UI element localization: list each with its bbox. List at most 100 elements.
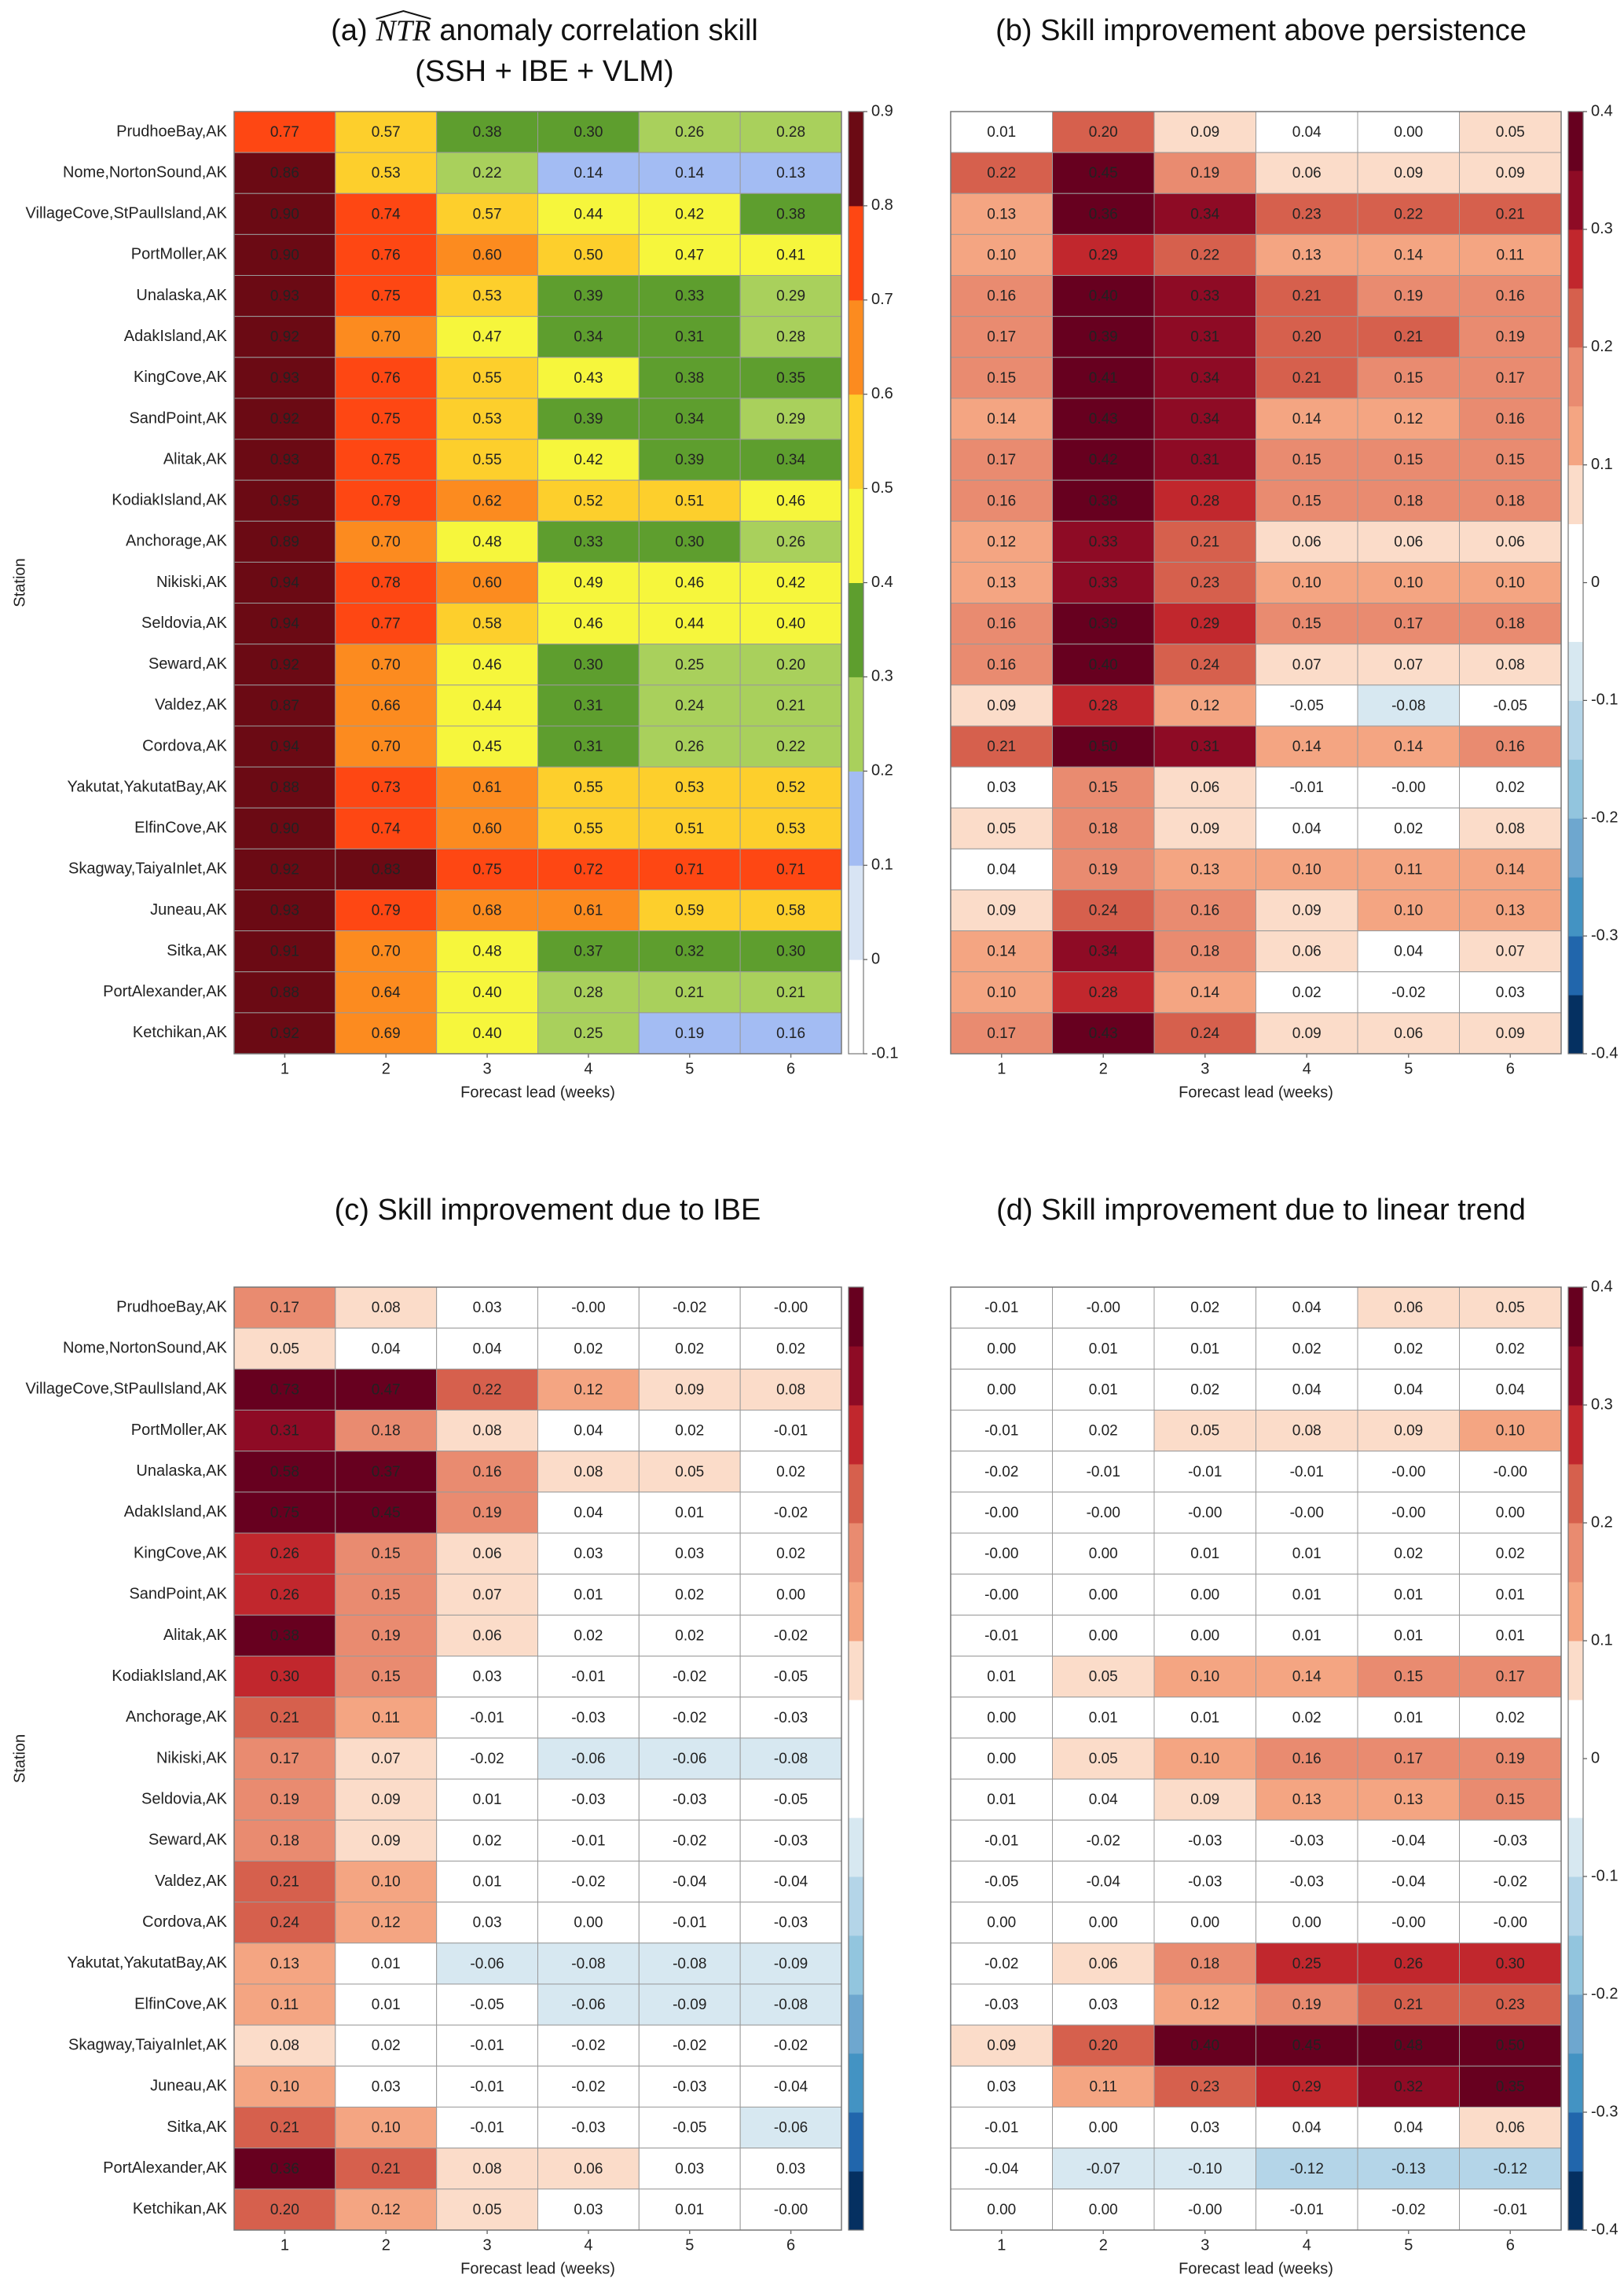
y-tick-label: Ketchikan,AK [133, 1024, 228, 1041]
cell-value-label: 0.10 [1496, 575, 1525, 592]
cell-value-label: 0.02 [372, 2038, 401, 2054]
cell-value-label: 0.33 [574, 534, 603, 550]
heatmap-cell [950, 2024, 1053, 2067]
y-tick-label: Unalaska,AK [136, 287, 227, 304]
cell-value-label: 0.24 [1089, 903, 1118, 919]
cell-value-label: 0.02 [1496, 1710, 1525, 1726]
heatmap-cell [739, 1983, 842, 2026]
cell-value-label: 0.92 [270, 1025, 299, 1042]
cell-value-label: 0.03 [574, 2202, 603, 2218]
cell-value-label: 0.02 [574, 1341, 603, 1357]
x-tick-label: 2 [382, 1060, 390, 1077]
cell-value-label: 0.39 [1089, 329, 1118, 346]
heatmap-cell [537, 1942, 640, 1985]
heatmap-cell [537, 1656, 640, 1698]
cell-value-label: 0.12 [574, 1381, 603, 1398]
chart-subtitle: (SSH + IBE + VLM) [415, 55, 673, 88]
heatmap-cell [638, 848, 741, 890]
colorbar-segment [1568, 641, 1583, 701]
heatmap-cell [537, 1819, 640, 1862]
heatmap-cell [739, 848, 842, 890]
y-tick-label: SandPoint,AK [129, 1586, 227, 1603]
cell-value-label: 0.70 [372, 944, 401, 960]
heatmap-cell [436, 561, 539, 604]
heatmap-cell [1052, 2024, 1155, 2067]
heatmap-cell [436, 725, 539, 768]
cell-value-label: -0.12 [1290, 2161, 1324, 2177]
y-tick-label: Alitak,AK [163, 450, 228, 468]
heatmap-cell [335, 152, 438, 194]
heatmap-cell [335, 1532, 438, 1575]
cell-value-label: 0.26 [776, 534, 805, 550]
heatmap-cell [638, 1697, 741, 1739]
heatmap-cell [739, 1778, 842, 1821]
heatmap-cell [436, 2065, 539, 2107]
heatmap-cell [1459, 1614, 1562, 1657]
cell-value-label: 0.22 [473, 165, 502, 182]
cell-value-label: 0.88 [270, 985, 299, 1001]
cell-value-label: -0.13 [1391, 2161, 1425, 2177]
heatmap-cell [1052, 1410, 1155, 1452]
cell-value-label: 0.47 [473, 329, 502, 346]
heatmap-cell [335, 2106, 438, 2149]
cell-value-label: 0.40 [473, 1025, 502, 1042]
colorbar-tick-label: -0.1 [1591, 691, 1618, 709]
heatmap-cell [1256, 1902, 1358, 1944]
cell-value-label: -0.06 [571, 1997, 605, 2013]
heatmap-cell [638, 275, 741, 317]
cell-value-label: 0.03 [1496, 985, 1525, 1001]
cell-value-label: 0.34 [675, 411, 704, 427]
cell-value-label: 0.37 [574, 944, 603, 960]
cell-value-label: 0.14 [574, 165, 603, 182]
cell-value-label: 0.34 [574, 329, 603, 346]
colorbar-segment [849, 2171, 863, 2231]
heatmap-cell [335, 1573, 438, 1616]
colorbar-segment [1568, 759, 1583, 819]
heatmap-cell [1357, 725, 1460, 768]
cell-value-label: 0.94 [270, 739, 299, 755]
cell-value-label: 0.18 [1190, 1956, 1219, 1972]
heatmap-cell [335, 766, 438, 809]
cell-value-label: 0.12 [372, 2202, 401, 2218]
heatmap-cell [233, 1737, 336, 1780]
cell-value-label: 0.09 [987, 698, 1016, 714]
cell-value-label: 0.09 [1190, 124, 1219, 141]
heatmap-cell [233, 603, 336, 645]
heatmap-cell [1153, 2106, 1256, 2149]
cell-value-label: 0.04 [574, 1423, 603, 1440]
heatmap-cell [537, 1778, 640, 1821]
heatmap-cell [335, 2024, 438, 2067]
heatmap-cell [537, 807, 640, 849]
cell-value-label: 0.73 [270, 1381, 299, 1398]
y-tick-label: KingCove,AK [134, 1544, 228, 1561]
colorbar-segment [1568, 1935, 1583, 1995]
cell-value-label: 0.90 [270, 206, 299, 222]
cell-value-label: 0.02 [1292, 1341, 1322, 1357]
cell-value-label: 0.00 [1190, 1587, 1219, 1603]
cell-value-label: 0.05 [473, 2202, 502, 2218]
cell-value-label: 0.16 [473, 1464, 502, 1480]
cell-value-label: -0.02 [673, 1710, 706, 1726]
heatmap-cell [739, 1368, 842, 1411]
heatmap-cell [1052, 357, 1155, 399]
cell-value-label: -0.00 [984, 1587, 1018, 1603]
cell-value-label: 0.09 [1394, 165, 1423, 182]
heatmap-cell [233, 233, 336, 277]
heatmap-cell [950, 152, 1053, 194]
heatmap-cell [739, 2188, 842, 2231]
heatmap-cell [335, 930, 438, 973]
heatmap-cell [233, 2106, 336, 2149]
cell-value-label: -0.03 [984, 1997, 1018, 2013]
heatmap-cell [1256, 193, 1358, 235]
y-tick-label: Seldovia,AK [141, 1790, 228, 1807]
cell-value-label: 0.05 [987, 820, 1016, 837]
cell-value-label: 0.06 [1190, 780, 1219, 796]
x-tick-label: 2 [382, 2236, 390, 2254]
cell-value-label: 0.91 [270, 944, 299, 960]
colorbar-tick-label: 0.2 [1591, 338, 1613, 355]
heatmap-cell [1052, 1983, 1155, 2026]
heatmap-cell [436, 1012, 539, 1055]
heatmap-cell [950, 684, 1053, 727]
colorbar-tick-label: -0.2 [1591, 809, 1618, 827]
cell-value-label: -0.03 [1290, 1832, 1324, 1849]
